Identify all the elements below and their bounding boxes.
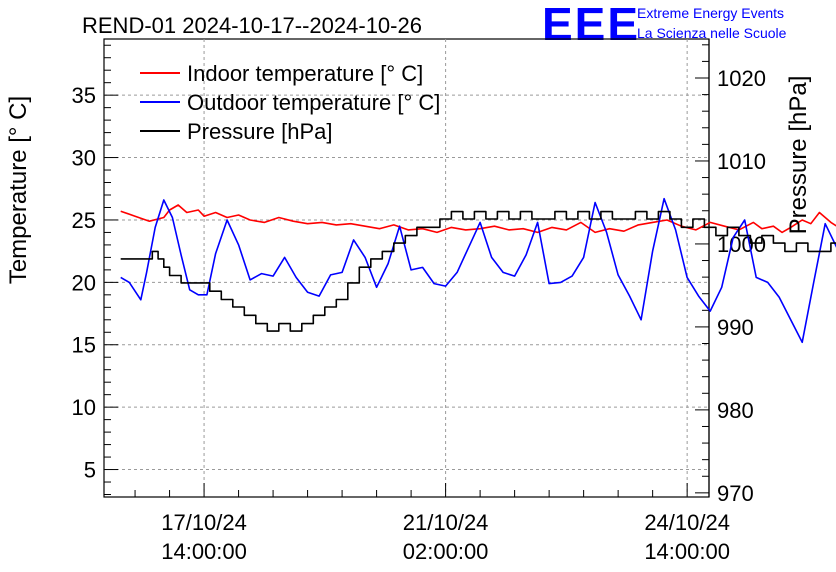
chart-title: REND-01 2024-10-17--2024-10-26: [82, 13, 422, 38]
y-tick-label: 20: [72, 270, 96, 295]
y-tick-label: 25: [72, 208, 96, 233]
y-tick-label: 10: [72, 395, 96, 420]
y2-tick-label: 980: [717, 398, 754, 423]
y-axis-label: Temperature [° C]: [5, 96, 32, 284]
x-tick-date: 17/10/24: [161, 510, 247, 535]
y2-tick-label: 990: [717, 315, 754, 340]
grid-lines: [104, 39, 709, 497]
legend: Indoor temperature [° C] Outdoor temperat…: [140, 61, 440, 144]
legend-label: Pressure [hPa]: [187, 119, 333, 144]
logo-text: EEE: [542, 0, 640, 50]
y-tick-label: 5: [84, 458, 96, 483]
x-tick-time: 14:00:00: [161, 539, 247, 564]
x-tick-date: 24/10/24: [644, 510, 730, 535]
x-tick-date: 21/10/24: [403, 510, 489, 535]
org-line-2: La Scienza nelle Scuole: [637, 25, 787, 41]
org-line-1: Extreme Energy Events: [637, 5, 784, 21]
series-line-pressure: [120, 210, 836, 332]
series-line-outdoor: [120, 197, 836, 344]
y-tick-label: 30: [72, 146, 96, 171]
axes: 510152025303597098099010001010102017/10/…: [72, 39, 766, 564]
x-tick-time: 14:00:00: [644, 539, 730, 564]
data-series: [120, 197, 836, 344]
y-tick-label: 15: [72, 333, 96, 358]
series-line-indoor: [120, 204, 836, 234]
x-tick-time: 02:00:00: [403, 539, 489, 564]
y2-tick-label: 970: [717, 481, 754, 506]
eee-logo: EEE Extreme Energy Events La Scienza nel…: [542, 0, 787, 50]
y2-axis-label: Pressure [hPa]: [785, 76, 812, 235]
y2-tick-label: 1020: [717, 66, 766, 91]
legend-label: Indoor temperature [° C]: [187, 61, 423, 86]
y-tick-label: 35: [72, 83, 96, 108]
y2-tick-label: 1010: [717, 149, 766, 174]
legend-label: Outdoor temperature [° C]: [187, 90, 440, 115]
